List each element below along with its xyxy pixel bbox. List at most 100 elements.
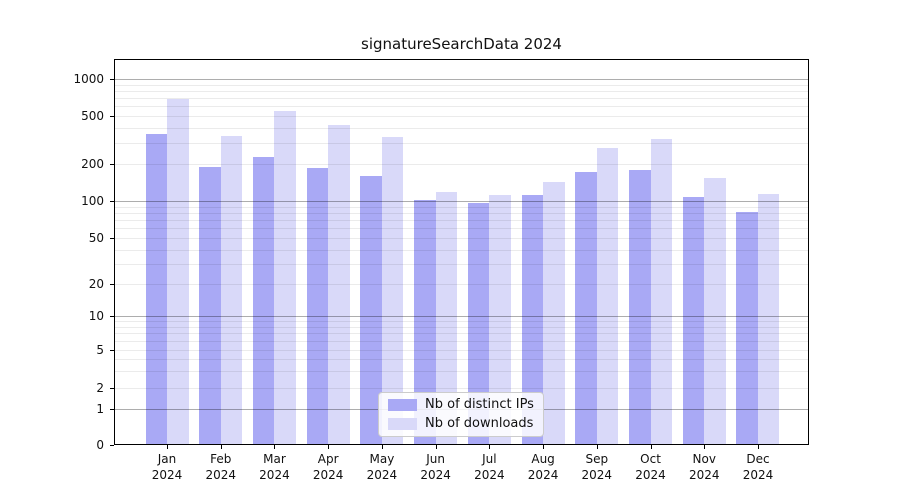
gridline-800 — [115, 90, 808, 92]
gridline-200 — [115, 164, 808, 166]
x-label-year: 2024 — [205, 468, 236, 482]
legend-label-downloads: Nb of downloads — [425, 416, 534, 431]
bar-distinct-ips-mar — [252, 157, 275, 444]
y-tick-label-10: 10 — [88, 309, 104, 324]
x-label-month: Aug — [531, 452, 555, 466]
x-tick-sep — [596, 445, 598, 449]
x-tick-nov — [704, 445, 706, 449]
x-label-may: May 2024 — [350, 451, 414, 483]
y-tick-label-2: 2 — [96, 380, 104, 395]
y-tick-10 — [110, 316, 114, 318]
x-label-year: 2024 — [151, 468, 183, 482]
bar-downloads-dec — [757, 193, 780, 444]
y-tick-1 — [110, 409, 114, 410]
gridline-400 — [115, 127, 808, 129]
x-tick-apr — [328, 445, 330, 449]
y-tick-label-50: 50 — [88, 231, 104, 246]
x-tick-may — [381, 445, 383, 449]
bar-downloads-mar — [274, 110, 296, 444]
x-tick-aug — [543, 445, 545, 449]
gridline-700 — [115, 97, 808, 99]
bar-downloads-apr — [328, 125, 350, 444]
bar-distinct-ips-jan — [145, 134, 167, 444]
x-tick-oct — [650, 445, 652, 449]
y-tick-label-1000: 1000 — [73, 72, 104, 86]
x-label-month: Feb — [210, 452, 232, 466]
y-tick-2 — [110, 387, 114, 389]
gridline-900 — [115, 84, 808, 86]
x-label-nov: Nov 2024 — [672, 451, 736, 483]
bar-downloads-oct — [650, 139, 673, 444]
x-label-month: Oct — [640, 452, 661, 466]
y-tick-label-20: 20 — [88, 277, 104, 291]
gridline-600 — [115, 106, 808, 108]
x-label-month: Jun — [426, 452, 445, 466]
bar-distinct-ips-dec — [736, 211, 758, 444]
x-tick-feb — [220, 445, 222, 449]
x-label-year: 2024 — [635, 468, 666, 482]
legend-item-distinct-ips: Nb of distinct IPs — [388, 397, 534, 413]
bar-downloads-jan — [167, 98, 189, 444]
bar-distinct-ips-aug — [521, 195, 544, 444]
chart-title: signatureSearchData 2024 — [361, 35, 562, 53]
x-label-year: 2024 — [742, 468, 774, 482]
x-tick-jan — [167, 445, 168, 449]
x-tick-jun — [435, 445, 437, 449]
y-tick-label-0: 0 — [96, 437, 104, 452]
x-label-jun: Jun 2024 — [404, 451, 468, 483]
x-label-year: 2024 — [527, 468, 559, 482]
x-label-year: 2024 — [581, 468, 613, 482]
x-label-month: Mar — [263, 452, 286, 466]
y-tick-5 — [110, 349, 114, 351]
x-label-month: Jul — [482, 452, 497, 466]
bar-distinct-ips-may — [360, 176, 382, 444]
x-tick-mar — [274, 445, 276, 449]
legend-swatch-distinct-ips — [388, 399, 417, 411]
bar-downloads-nov — [704, 178, 726, 444]
y-tick-1000 — [110, 79, 114, 80]
y-tick-20 — [110, 284, 114, 285]
x-label-dec: Dec 2024 — [726, 451, 790, 483]
y-tick-50 — [110, 238, 114, 240]
bar-distinct-ips-oct — [629, 170, 651, 444]
bar-downloads-may — [381, 137, 404, 444]
bar-downloads-sep — [596, 148, 619, 444]
x-tick-dec — [757, 445, 759, 449]
x-label-year: 2024 — [366, 468, 398, 482]
x-label-month: Jan — [157, 452, 177, 466]
bar-distinct-ips-jul — [467, 203, 490, 444]
bar-distinct-ips-jun — [414, 200, 436, 444]
y-tick-label-1: 1 — [96, 402, 104, 416]
x-label-aug: Aug 2024 — [511, 451, 575, 483]
x-label-year: 2024 — [259, 468, 290, 482]
bar-downloads-jul — [489, 195, 511, 444]
legend: Nb of distinct IPs Nb of downloads — [378, 392, 544, 437]
x-label-jan: Jan 2024 — [135, 451, 199, 483]
x-label-month: Sep — [585, 452, 609, 466]
x-label-feb: Feb 2024 — [189, 451, 253, 483]
gridline-1000 — [115, 79, 808, 80]
plot-inner — [115, 60, 808, 444]
y-tick-0 — [110, 444, 114, 446]
gridline-500 — [115, 115, 808, 117]
x-label-month: Apr — [317, 452, 339, 466]
bar-distinct-ips-sep — [575, 171, 597, 444]
y-tick-label-200: 200 — [81, 157, 104, 172]
bar-distinct-ips-nov — [682, 196, 705, 444]
bar-downloads-aug — [543, 181, 565, 444]
legend-swatch-downloads — [388, 418, 417, 430]
x-label-month: May — [369, 452, 395, 466]
plot-area — [114, 59, 809, 445]
y-tick-500 — [110, 115, 114, 117]
x-tick-jul — [489, 445, 491, 449]
x-label-sep: Sep 2024 — [565, 451, 629, 483]
y-tick-label-100: 100 — [81, 194, 104, 209]
gridline-300 — [115, 142, 808, 144]
bar-distinct-ips-feb — [199, 167, 221, 444]
y-tick-200 — [110, 164, 114, 166]
bar-distinct-ips-apr — [306, 168, 329, 444]
y-tick-100 — [110, 201, 114, 203]
y-tick-label-5: 5 — [96, 342, 104, 357]
y-tick-label-500: 500 — [81, 108, 104, 123]
